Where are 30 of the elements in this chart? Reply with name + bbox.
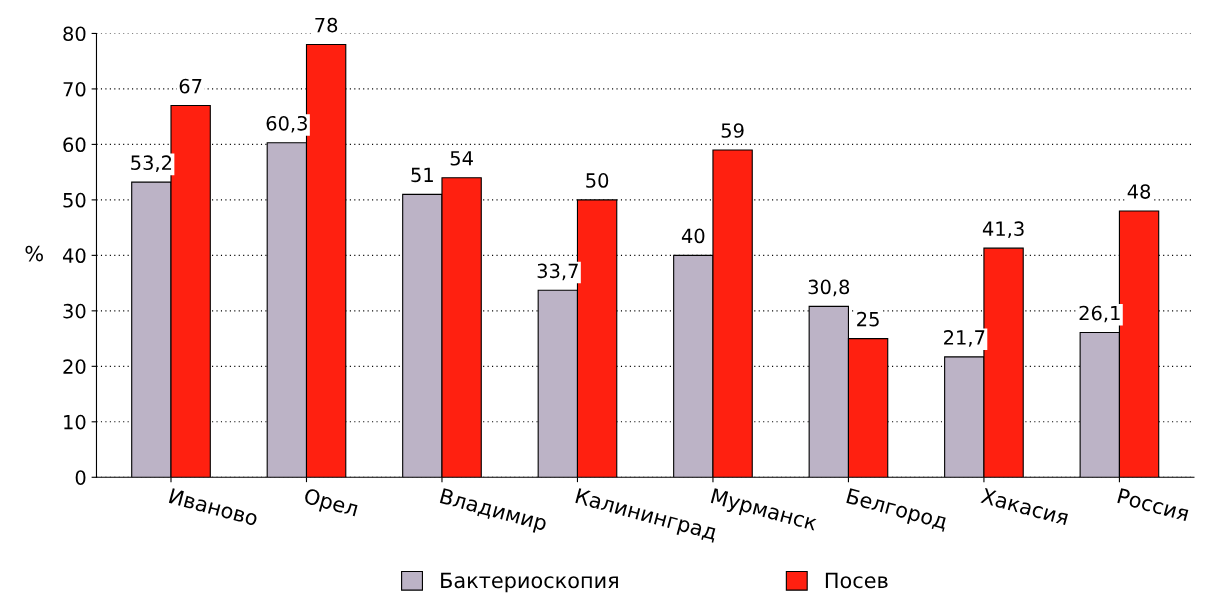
data-label: 21,7 — [944, 330, 985, 347]
data-label: 48 — [1127, 184, 1151, 199]
y-tick-label: 70 — [63, 81, 86, 97]
data-label: 67 — [179, 78, 202, 94]
y-tick-label: 40 — [62, 248, 86, 264]
data-label: 53,2 — [131, 155, 172, 173]
data-label: 26,1 — [1079, 305, 1120, 323]
data-label: 60,3 — [266, 115, 307, 133]
data-label: 59 — [721, 123, 744, 138]
data-label: 50 — [586, 173, 609, 188]
y-tick-label: 80 — [63, 26, 86, 42]
y-tick-label: 20 — [63, 359, 86, 374]
y-axis-title: % — [25, 245, 43, 262]
x-tick-label: Россия — [1117, 488, 1190, 522]
y-tick-label: 10 — [64, 414, 86, 430]
y-tick-label: 60 — [63, 137, 86, 153]
y-tick-label: 50 — [63, 192, 86, 208]
data-label: 25 — [857, 311, 879, 327]
data-label: 78 — [315, 17, 338, 33]
data-label: 30,8 — [808, 279, 850, 297]
x-tick-label: Орел — [302, 487, 359, 521]
y-tick-label: 30 — [63, 303, 86, 319]
data-label: 41,3 — [982, 221, 1024, 239]
legend-label: Бактериоскопия — [441, 572, 618, 593]
data-label: 40 — [681, 228, 705, 244]
data-label: 51 — [411, 167, 433, 183]
data-label: 33,7 — [537, 263, 578, 281]
y-tick-label: 0 — [75, 470, 86, 485]
data-label: 54 — [450, 151, 473, 166]
legend-label: Посев — [825, 572, 888, 589]
